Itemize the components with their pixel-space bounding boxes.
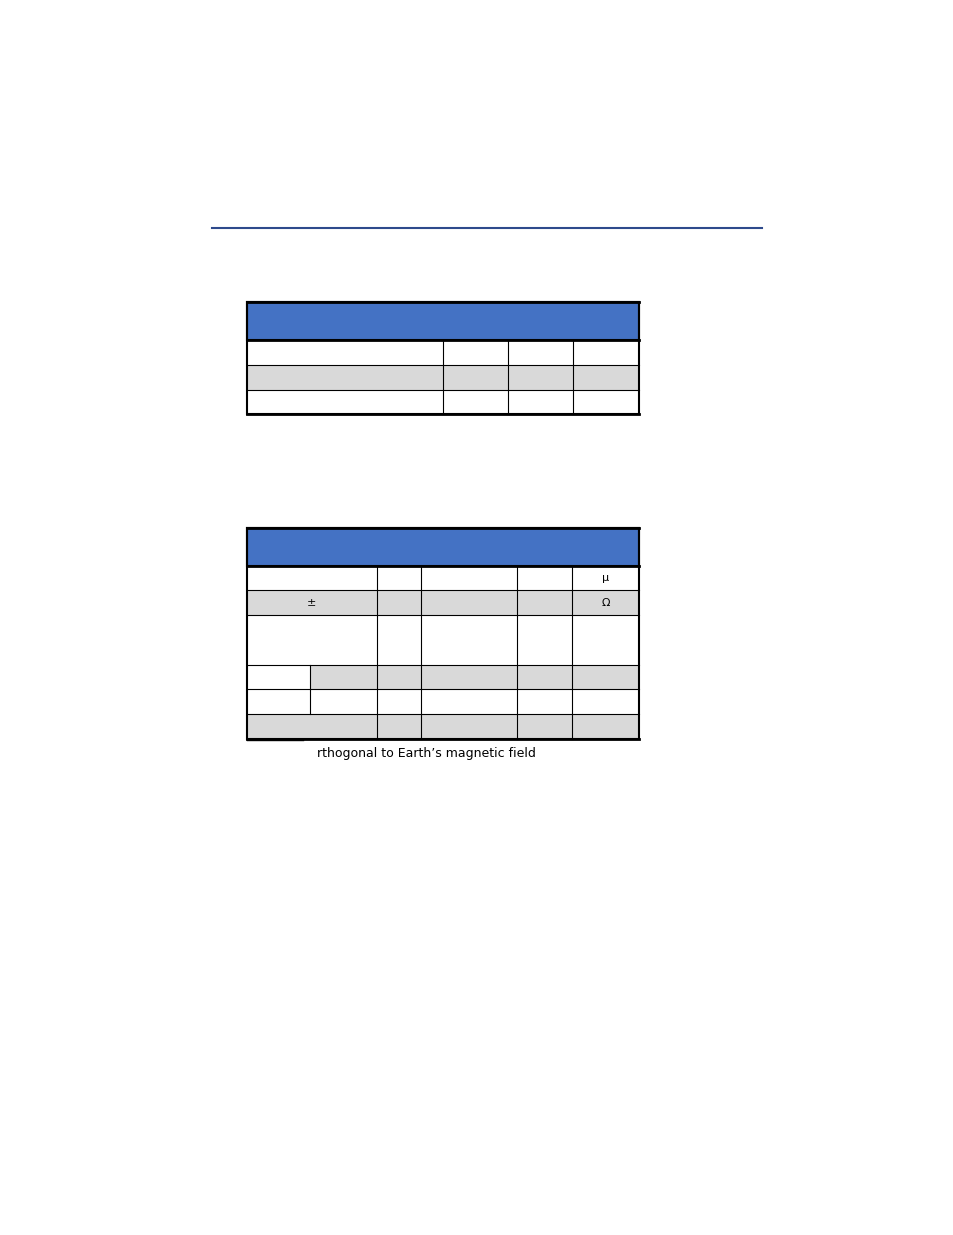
Bar xyxy=(247,527,639,566)
Bar xyxy=(247,664,310,689)
Bar xyxy=(247,341,639,366)
Text: rthogonal to Earth’s magnetic field: rthogonal to Earth’s magnetic field xyxy=(317,747,536,761)
Bar xyxy=(247,390,639,415)
Bar xyxy=(247,566,639,590)
Bar xyxy=(247,615,639,664)
Bar xyxy=(247,303,639,415)
Bar xyxy=(247,303,639,341)
Bar xyxy=(310,664,639,689)
Text: ±: ± xyxy=(307,598,316,608)
Bar xyxy=(247,714,639,739)
Bar xyxy=(247,590,639,615)
Bar xyxy=(247,366,639,390)
Text: Ω: Ω xyxy=(600,598,609,608)
Text: μ: μ xyxy=(601,573,609,583)
Bar xyxy=(247,527,639,739)
Bar xyxy=(247,689,310,714)
Bar xyxy=(310,689,639,714)
